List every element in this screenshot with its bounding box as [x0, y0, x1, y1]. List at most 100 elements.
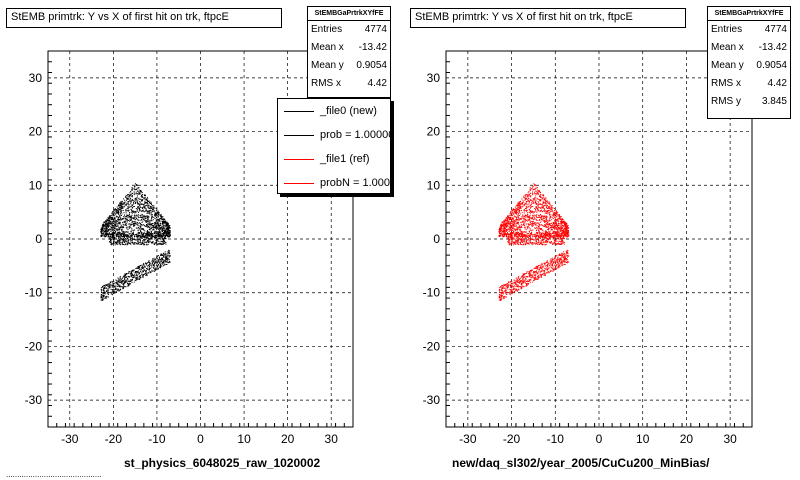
- left-data-point: [148, 260, 150, 262]
- left-data-point: [156, 215, 158, 217]
- left-data-point: [162, 233, 164, 235]
- left-data-point: [112, 282, 114, 284]
- right-data-point: [514, 235, 516, 237]
- right-data-point: [546, 231, 548, 233]
- left-data-point: [147, 215, 149, 217]
- right-data-point: [528, 224, 530, 226]
- right-data-point: [558, 231, 560, 233]
- right-data-point: [535, 224, 537, 226]
- left-data-point: [141, 203, 142, 205]
- right-data-point: [547, 222, 548, 224]
- left-data-point: [132, 242, 134, 244]
- left-data-point: [160, 226, 162, 228]
- right-data-point: [523, 210, 525, 212]
- left-data-point: [111, 280, 113, 282]
- right-data-point: [545, 198, 547, 200]
- left-data-point: [159, 214, 161, 216]
- right-data-point: [537, 209, 539, 211]
- right-data-point: [514, 225, 516, 227]
- left-data-point: [111, 218, 113, 220]
- left-data-point: [110, 238, 111, 240]
- left-data-point: [129, 281, 131, 282]
- left-data-point: [142, 216, 144, 218]
- left-data-point: [114, 208, 116, 210]
- left-data-point: [157, 244, 159, 246]
- left-data-point: [113, 234, 115, 236]
- right-data-point: [542, 242, 544, 244]
- right-data-point: [521, 238, 523, 239]
- right-data-point: [525, 235, 527, 237]
- left-data-point: [152, 216, 154, 218]
- left-data-point: [147, 231, 149, 233]
- left-data-point: [139, 268, 141, 270]
- left-y-tick-label: -30: [25, 393, 43, 407]
- left-data-point: [135, 202, 136, 204]
- left-data-point: [151, 220, 153, 222]
- right-data-point: [549, 241, 551, 243]
- left-data-point: [100, 290, 102, 292]
- left-data-point: [158, 229, 160, 231]
- right-data-point: [541, 197, 543, 199]
- left-data-point: [118, 278, 120, 280]
- left-data-point: [106, 229, 108, 231]
- right-data-point: [510, 235, 512, 237]
- right-data-point: [559, 218, 560, 220]
- left-data-point: [141, 232, 143, 234]
- right-data-point: [544, 208, 545, 210]
- left-data-point: [126, 279, 128, 281]
- left-data-point: [101, 228, 103, 230]
- right-data-point: [523, 223, 524, 225]
- right-data-point: [515, 239, 517, 241]
- left-data-point: [157, 235, 159, 237]
- left-data-point: [130, 235, 132, 237]
- right-data-point: [526, 199, 528, 200]
- left-data-point: [140, 231, 142, 233]
- left-data-point: [145, 218, 147, 220]
- right-data-point: [525, 229, 527, 231]
- left-data-point: [110, 227, 112, 229]
- left-data-point: [107, 286, 109, 288]
- right-data-point: [540, 224, 542, 226]
- right-data-point: [553, 221, 555, 223]
- right-data-point: [555, 218, 556, 220]
- left-data-point: [106, 226, 108, 228]
- right-data-point: [511, 221, 513, 222]
- right-data-point: [518, 235, 520, 237]
- left-data-point: [156, 240, 158, 242]
- left-data-point: [168, 230, 170, 232]
- right-data-point: [504, 220, 506, 222]
- left-data-point: [160, 228, 162, 230]
- right-data-point: [568, 230, 569, 231]
- right-data-point: [541, 216, 542, 218]
- left-data-point: [114, 225, 116, 227]
- right-data-point: [511, 223, 513, 225]
- left-data-point: [143, 195, 145, 196]
- left-data-point: [130, 272, 132, 274]
- left-data-point: [144, 202, 146, 203]
- right-data-point: [508, 230, 510, 232]
- left-data-point: [130, 230, 132, 232]
- left-data-point: [104, 286, 106, 288]
- left-data-point: [138, 222, 140, 224]
- right-data-point: [541, 229, 543, 231]
- left-data-point: [136, 275, 138, 277]
- right-data-point: [512, 229, 514, 231]
- right-data-point: [541, 205, 543, 207]
- left-data-point: [169, 255, 171, 257]
- left-data-point: [129, 200, 131, 202]
- left-data-point: [148, 216, 150, 218]
- left-data-point: [111, 285, 113, 286]
- left-data-point: [134, 216, 136, 218]
- right-data-point: [539, 210, 541, 212]
- left-data-point: [143, 270, 144, 272]
- left-data-point: [135, 211, 137, 213]
- right-data-point: [505, 225, 507, 227]
- right-data-point: [547, 210, 549, 212]
- right-data-point: [553, 227, 555, 229]
- right-data-point: [542, 211, 544, 213]
- left-data-point: [156, 262, 158, 264]
- left-data-point: [119, 212, 121, 214]
- left-data-point: [109, 238, 110, 240]
- right-data-point: [541, 240, 543, 242]
- left-data-point: [148, 261, 150, 263]
